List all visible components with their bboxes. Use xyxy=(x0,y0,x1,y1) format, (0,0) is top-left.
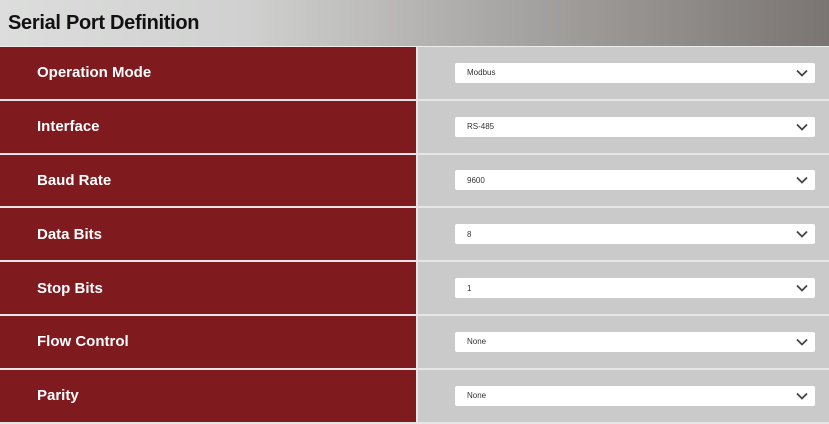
chevron-down-icon xyxy=(796,123,808,131)
chevron-down-icon xyxy=(796,284,808,292)
stop-bits-select[interactable]: 1 xyxy=(455,278,815,299)
operation-mode-selected-value: Modbus xyxy=(467,68,496,78)
chevron-down-icon xyxy=(796,177,808,185)
operation-mode-select[interactable]: Modbus xyxy=(455,62,815,83)
interface-cell: RS-485 xyxy=(418,100,829,153)
chevron-down-icon xyxy=(796,231,808,239)
data-bits-selected-value: 8 xyxy=(467,229,472,239)
row-stop-bits: Stop Bits 1 xyxy=(0,262,829,316)
row-data-bits: Data Bits 8 xyxy=(0,208,829,263)
row-baud-rate: Baud Rate 9600 xyxy=(0,154,829,209)
row-interface: Interface RS-485 xyxy=(0,100,829,155)
row-operation-mode: Operation Mode Modbus xyxy=(0,47,829,101)
flow-control-selected-value: None xyxy=(467,337,487,347)
chevron-down-icon xyxy=(796,69,808,77)
baud-rate-label: Baud Rate xyxy=(0,154,418,207)
row-flow-control: Flow Control None xyxy=(0,315,829,370)
chevron-down-icon xyxy=(796,338,808,346)
parity-select[interactable]: None xyxy=(455,385,815,406)
interface-label: Interface xyxy=(0,100,418,153)
baud-rate-select[interactable]: 9600 xyxy=(455,170,815,191)
parity-selected-value: None xyxy=(467,391,487,401)
baud-rate-cell: 9600 xyxy=(418,154,829,207)
page-title: Serial Port Definition xyxy=(8,11,200,34)
interface-selected-value: RS-485 xyxy=(467,122,495,132)
data-bits-select[interactable]: 8 xyxy=(455,224,815,245)
parity-label: Parity xyxy=(0,369,418,422)
stop-bits-cell: 1 xyxy=(418,262,829,314)
flow-control-label: Flow Control xyxy=(0,315,418,368)
settings-form: Operation Mode Modbus Interface RS-485 B… xyxy=(0,47,829,424)
data-bits-label: Data Bits xyxy=(0,208,418,261)
flow-control-select[interactable]: None xyxy=(455,331,815,352)
operation-mode-cell: Modbus xyxy=(418,47,829,99)
baud-rate-selected-value: 9600 xyxy=(467,175,485,185)
parity-cell: None xyxy=(418,369,829,422)
stop-bits-selected-value: 1 xyxy=(467,283,472,293)
section-header: Serial Port Definition xyxy=(0,0,829,47)
operation-mode-label: Operation Mode xyxy=(0,47,418,99)
stop-bits-label: Stop Bits xyxy=(0,262,418,314)
chevron-down-icon xyxy=(796,392,808,400)
interface-select[interactable]: RS-485 xyxy=(455,116,815,137)
data-bits-cell: 8 xyxy=(418,208,829,261)
row-parity: Parity None xyxy=(0,369,829,424)
flow-control-cell: None xyxy=(418,315,829,368)
